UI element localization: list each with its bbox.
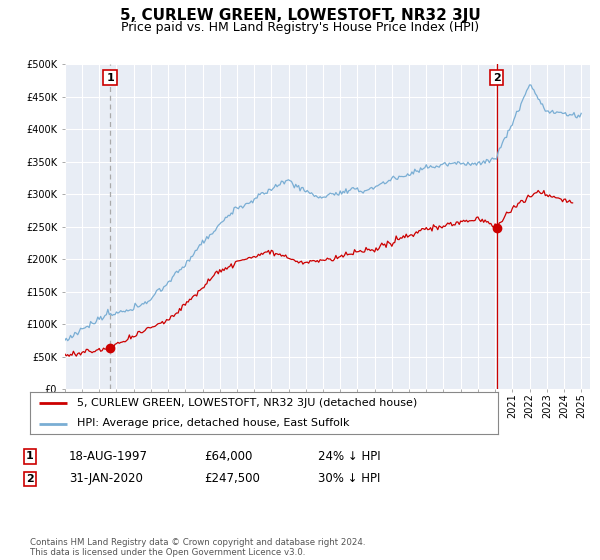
Text: Contains HM Land Registry data © Crown copyright and database right 2024.
This d: Contains HM Land Registry data © Crown c… [30, 538, 365, 557]
Text: 18-AUG-1997: 18-AUG-1997 [69, 450, 148, 463]
Text: 1: 1 [26, 451, 34, 461]
Text: 5, CURLEW GREEN, LOWESTOFT, NR32 3JU (detached house): 5, CURLEW GREEN, LOWESTOFT, NR32 3JU (de… [77, 398, 417, 408]
Text: £64,000: £64,000 [204, 450, 253, 463]
Text: Price paid vs. HM Land Registry's House Price Index (HPI): Price paid vs. HM Land Registry's House … [121, 21, 479, 34]
Text: 1: 1 [106, 72, 114, 82]
Text: 30% ↓ HPI: 30% ↓ HPI [318, 472, 380, 486]
Text: 24% ↓ HPI: 24% ↓ HPI [318, 450, 380, 463]
Text: 2: 2 [26, 474, 34, 484]
Text: 31-JAN-2020: 31-JAN-2020 [69, 472, 143, 486]
Text: HPI: Average price, detached house, East Suffolk: HPI: Average price, detached house, East… [77, 418, 349, 428]
Text: 2: 2 [493, 72, 500, 82]
Text: 5, CURLEW GREEN, LOWESTOFT, NR32 3JU: 5, CURLEW GREEN, LOWESTOFT, NR32 3JU [119, 8, 481, 24]
Text: £247,500: £247,500 [204, 472, 260, 486]
